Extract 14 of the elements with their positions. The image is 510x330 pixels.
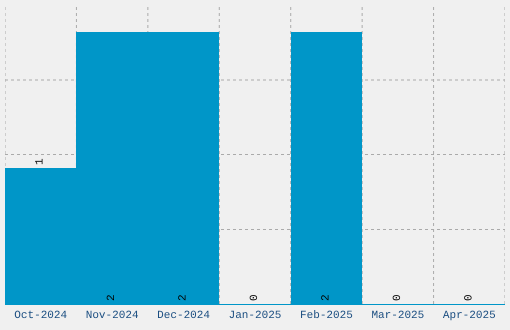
- data-label: 0: [392, 294, 404, 301]
- data-label: 2: [320, 294, 332, 301]
- data-label: 0: [249, 294, 261, 301]
- x-tick-label: Dec-2024: [157, 310, 210, 322]
- x-tick-label: Nov-2024: [86, 310, 139, 322]
- x-tick-label: Apr-2025: [442, 310, 496, 322]
- data-label: 1: [34, 158, 46, 165]
- x-tick-label: Oct-2024: [14, 310, 68, 322]
- data-label: 2: [178, 294, 190, 301]
- data-label: 2: [106, 294, 118, 301]
- data-label: 0: [464, 294, 476, 301]
- x-tick-label: Feb-2025: [300, 310, 353, 322]
- x-tick-label: Mar-2025: [371, 310, 424, 322]
- x-tick-label: Jan-2025: [228, 310, 282, 322]
